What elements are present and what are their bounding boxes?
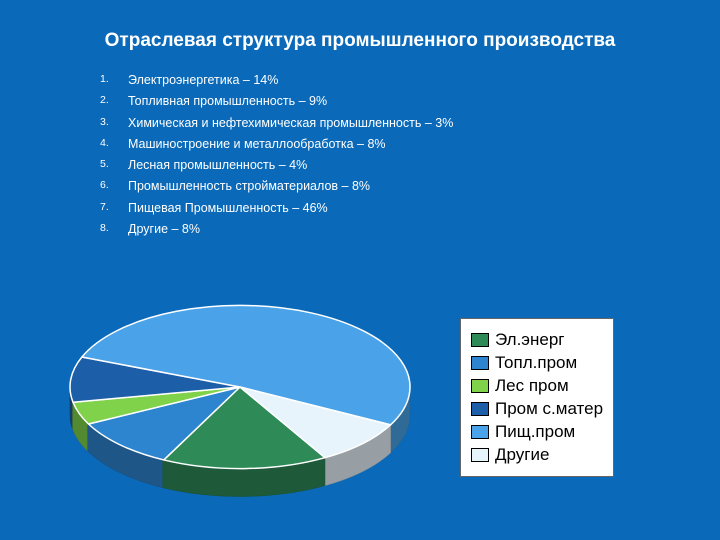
legend-label: Эл.энерг xyxy=(495,330,564,350)
legend-row: Лес пром xyxy=(471,376,603,396)
legend-swatch xyxy=(471,379,489,393)
legend-swatch xyxy=(471,425,489,439)
legend: Эл.энерг Топл.пром Лес пром Пром с.матер Пищ… xyxy=(460,318,614,477)
industry-list: Электроэнергетика – 14%Топливная промышл… xyxy=(100,70,660,240)
legend-label: Лес пром xyxy=(495,376,569,396)
slide-title: Отраслевая структура промышленного произ… xyxy=(60,30,660,52)
legend-label: Пром с.матер xyxy=(495,399,603,419)
legend-label: Топл.пром xyxy=(495,353,577,373)
industry-list-item: Пищевая Промышленность – 46% xyxy=(100,198,660,219)
industry-list-item: Электроэнергетика – 14% xyxy=(100,70,660,91)
pie-chart xyxy=(50,287,430,507)
legend-row: Пром с.матер xyxy=(471,399,603,419)
legend-swatch xyxy=(471,448,489,462)
legend-swatch xyxy=(471,333,489,347)
legend-row: Эл.энерг xyxy=(471,330,603,350)
industry-list-item: Промышленность стройматериалов – 8% xyxy=(100,176,660,197)
industry-list-item: Топливная промышленность – 9% xyxy=(100,91,660,112)
industry-list-item: Машиностроение и металлообработка – 8% xyxy=(100,134,660,155)
industry-list-item: Лесная промышленность – 4% xyxy=(100,155,660,176)
legend-row: Другие xyxy=(471,445,603,465)
chart-area: Эл.энерг Топл.пром Лес пром Пром с.матер Пищ… xyxy=(50,282,670,512)
legend-row: Пищ.пром xyxy=(471,422,603,442)
legend-swatch xyxy=(471,356,489,370)
legend-label: Другие xyxy=(495,445,549,465)
industry-list-item: Химическая и нефтехимическая промышленно… xyxy=(100,113,660,134)
industry-list-item: Другие – 8% xyxy=(100,219,660,240)
legend-swatch xyxy=(471,402,489,416)
legend-row: Топл.пром xyxy=(471,353,603,373)
slide: Отраслевая структура промышленного произ… xyxy=(0,0,720,540)
legend-label: Пищ.пром xyxy=(495,422,575,442)
